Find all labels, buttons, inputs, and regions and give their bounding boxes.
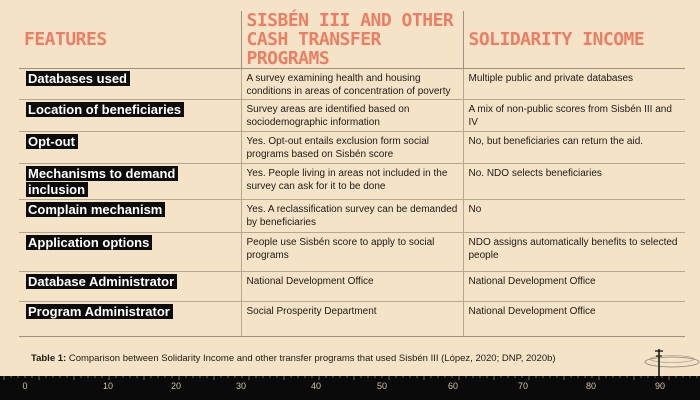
feature-cell: Opt-out [19,131,242,164]
feature-label: Program Administrator [26,304,173,319]
ruler-label-30: 30 [235,381,247,391]
caption-label: Table 1: [31,353,67,364]
table-header-row: FEATURES SISBÉN III AND OTHER CASH TRANS… [19,11,685,69]
ruler-label-70: 70 [517,381,529,391]
table-row: Mechanisms to demand inclusion Yes. Peop… [19,163,685,200]
feature-cell: Program Administrator [19,301,242,337]
sisben-cell: Yes. A reclassification survey can be de… [240,199,464,233]
ruler-label-50: 50 [376,381,388,391]
feature-label: Application options [26,235,153,250]
feature-label: Location of beneficiaries [26,102,185,117]
solidarity-cell: National Development Office [462,301,685,337]
comparison-table: FEATURES SISBÉN III AND OTHER CASH TRANS… [19,11,685,337]
sisben-cell: People use Sisbén score to apply to soci… [240,232,464,272]
table-row: Location of beneficiaries Survey areas a… [19,99,685,132]
solidarity-cell: A mix of non-public scores from Sisbén I… [462,99,685,132]
feature-cell: Location of beneficiaries [19,99,242,132]
comparison-table-container: FEATURES SISBÉN III AND OTHER CASH TRANS… [19,11,685,337]
caption-text: Comparison between Solidarity Income and… [68,353,556,364]
ruler-label-10: 10 [102,381,114,391]
table-caption: Table 1: Comparison between Solidarity I… [31,353,556,364]
ruler-label-0: 0 [22,381,28,391]
solidarity-cell: No [462,199,685,233]
solidarity-cell: No, but beneficiaries can return the aid… [462,131,685,164]
sisben-cell: Yes. People living in areas not included… [240,163,464,200]
table-row: Opt-out Yes. Opt-out entails exclusion f… [19,131,685,164]
feature-label: Databases used [26,71,130,86]
feature-cell: Databases used [19,68,242,100]
solidarity-cell: National Development Office [462,271,685,302]
solidarity-cell: No. NDO selects beneficiaries [462,163,685,200]
ruler-label-80: 80 [585,381,597,391]
header-features: FEATURES [19,11,241,69]
feature-label: Complain mechanism [26,202,166,217]
sisben-cell: Social Prosperity Department [240,301,464,337]
sisben-cell: Yes. Opt-out entails exclusion form soci… [240,131,464,164]
solidarity-cell: NDO assigns automatically benefits to se… [462,232,685,272]
ruler-ticks [3,376,698,380]
ruler-marker-icon [644,349,700,376]
feature-label: Opt-out [26,134,78,149]
table-row: Application options People use Sisbén sc… [19,232,685,272]
table-row: Complain mechanism Yes. A reclassificati… [19,199,685,233]
ruler-label-20: 20 [170,381,182,391]
ruler-label-60: 60 [447,381,459,391]
feature-cell: Mechanisms to demand inclusion [19,163,242,200]
table-row: Databases used A survey examining health… [19,68,685,100]
feature-label: Database Administrator [26,274,178,289]
table-row: Database Administrator National Developm… [19,271,685,302]
feature-label: Mechanisms to demand inclusion [26,166,179,197]
solidarity-cell: Multiple public and private databases [462,68,685,100]
sisben-cell: National Development Office [240,271,464,302]
ruler-scale: 0 10 20 30 40 50 60 70 80 90 [0,376,700,400]
ruler-label-90: 90 [654,381,666,391]
table-row: Program Administrator Social Prosperity … [19,301,685,337]
ruler-label-40: 40 [310,381,322,391]
header-solidarity-income: SOLIDARITY INCOME [462,11,685,69]
sisben-cell: Survey areas are identified based on soc… [240,99,464,132]
feature-cell: Application options [19,232,242,272]
sisben-cell: A survey examining health and housing co… [240,68,464,100]
feature-cell: Complain mechanism [19,199,242,233]
header-sisben-programs: SISBÉN III AND OTHER CASH TRANSFER PROGR… [240,11,463,69]
feature-cell: Database Administrator [19,271,242,302]
